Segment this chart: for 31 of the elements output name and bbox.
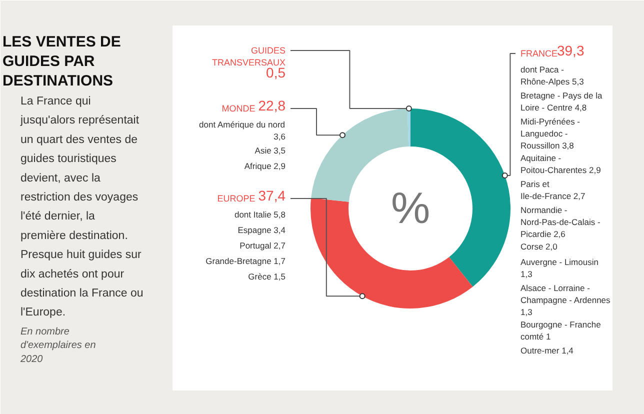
text: Bourgogne - Franche comté 1 [520,320,601,342]
text: Afrique 2,9 [244,161,286,171]
slice-label: EUROPE [217,194,256,204]
text: Midi-Pyrénées - Languedoc - Roussillon 3,8 [520,116,580,150]
text: dont Paca - Rhône-Alpes 5,3 [520,64,584,86]
text: Espagne 3,4 [238,225,286,235]
text: % [390,184,430,233]
slice-label: MONDE [222,104,256,114]
data-label: 37,4 [258,188,286,204]
text: Corse 2,0 [520,242,558,252]
slice-label: FRANCE [520,48,558,58]
text: Auvergne - Limousin 1,3 [520,257,598,279]
text: Normandie - Nord-Pas-de-Calais - Picardie 2,6 [520,205,600,239]
text: Grèce 1,5 [248,272,286,282]
data-label: 0,5 [266,64,286,80]
slice-label: GUIDES TRANSVERSAUX [212,46,286,68]
text: La France qui jusqu'alors représentait un quart des ventes de guides touristiques devient, avec la restriction des voyages l'été dernier, la première destination. Presque huit guides sur dix achetés ont pour destination la France ou l'Europe. [20,96,144,319]
text: En nombre d'exemplaires en 2020 [20,326,96,365]
data-label: 22,8 [258,98,286,114]
text: Portugal 2,7 [240,240,286,250]
text: Alsace - Lorraine - Champagne - Ardennes 1,3 [520,283,610,317]
data-label: 39,3 [556,42,584,58]
text: Outre-mer 1,4 [520,346,574,356]
text: Asie 3,5 [254,146,286,156]
text: Paris et Ile-de-France 2,7 [520,179,586,201]
text: Aquitaine - Poitou-Charentes 2,9 [520,153,601,175]
text: dont Amérique du nord 3,6 [199,120,286,142]
text: dont Italie 5,8 [234,210,286,220]
text: Bretagne - Pays de la Loire - Centre 4,8 [520,90,602,112]
text: LES VENTES DE GUIDES PAR DESTINATIONS [2,34,121,90]
text: Grande-Bretagne 1,7 [206,256,286,266]
